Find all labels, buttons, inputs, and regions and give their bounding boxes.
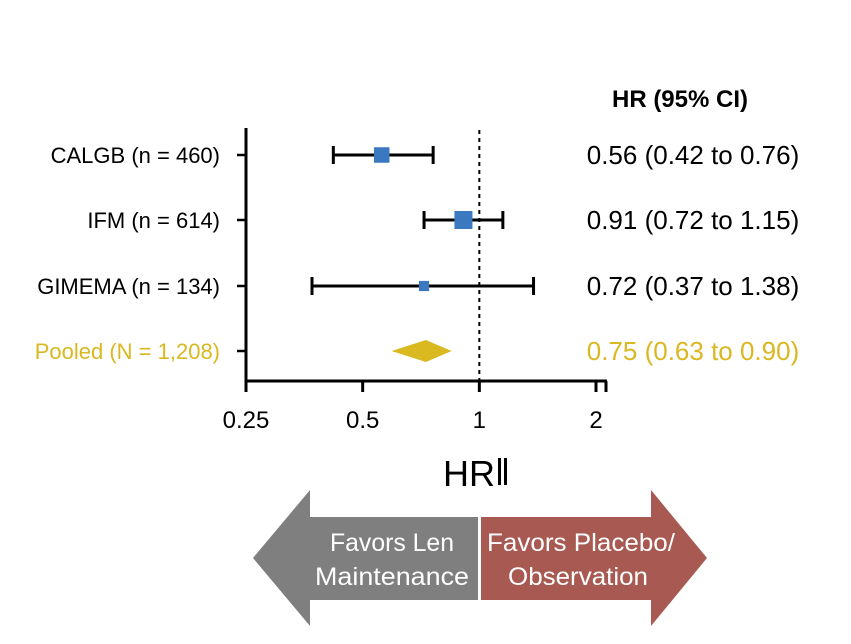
pooled-ci-value: 0.75 (0.63 to 0.90)	[587, 336, 799, 366]
ci-value: 0.56 (0.42 to 0.76)	[587, 140, 799, 170]
x-axis-label-bar	[498, 458, 501, 485]
x-tick-label: 0.5	[346, 407, 379, 434]
x-axis-label-bar	[504, 458, 507, 485]
x-axis-label: HR	[443, 453, 495, 494]
favors-left-line2: Maintenance	[315, 563, 469, 591]
pooled-label: Pooled (N = 1,208)	[35, 339, 220, 364]
x-tick-label: 2	[589, 407, 602, 434]
favors-left-line1: Favors Len	[330, 529, 454, 557]
ci-value: 0.91 (0.72 to 1.15)	[587, 205, 799, 235]
study-label: IFM (n = 614)	[87, 208, 220, 233]
favors-right-arrow	[481, 490, 707, 626]
hr-marker	[418, 280, 430, 292]
hr-marker	[373, 147, 390, 163]
pooled-diamond	[391, 340, 452, 362]
favors-right-line2: Observation	[508, 563, 648, 591]
ci-value: 0.72 (0.37 to 1.38)	[587, 271, 799, 301]
study-label: CALGB (n = 460)	[51, 143, 220, 168]
x-tick-label: 1	[473, 407, 486, 434]
ci-column-header: HR (95% CI)	[612, 86, 748, 113]
study-label: GIMEMA (n = 134)	[37, 274, 220, 299]
hr-marker	[454, 211, 473, 229]
x-tick-label: 0.25	[223, 407, 270, 434]
favors-right-line1: Favors Placebo/	[487, 529, 675, 557]
favors-left-arrow	[253, 490, 478, 626]
